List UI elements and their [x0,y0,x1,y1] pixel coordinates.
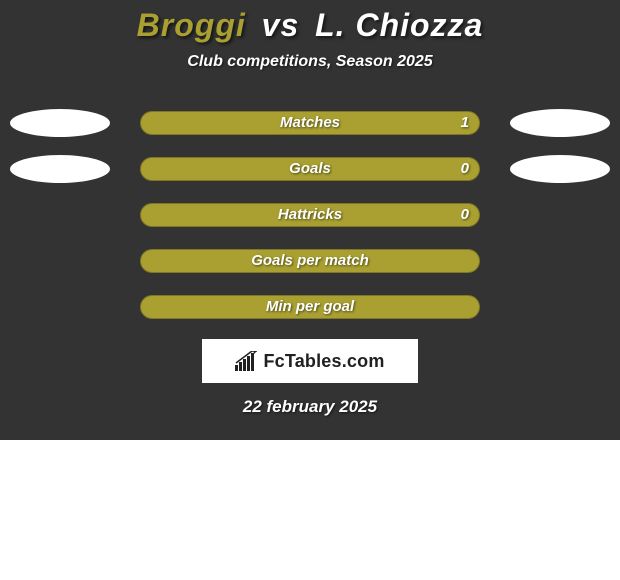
stat-row: Goals per match [0,239,620,285]
player2-ellipse [510,109,610,137]
brand-badge: FcTables.com [202,339,418,383]
brand-text: FcTables.com [263,351,384,372]
player2-ellipse [510,155,610,183]
stat-label: Matches [141,112,479,134]
stat-label: Goals [141,158,479,180]
stat-value: 0 [461,158,469,180]
title-vs: vs [262,7,300,43]
stat-row: Matches1 [0,101,620,147]
player1-ellipse [10,109,110,137]
player2-name: L. Chiozza [315,7,483,43]
player1-ellipse [10,155,110,183]
stat-label: Min per goal [141,296,479,318]
date-text: 22 february 2025 [0,397,620,417]
comparison-title: Broggi vs L. Chiozza [0,8,620,43]
chart-icon [235,351,259,371]
stat-label: Goals per match [141,250,479,272]
stats-rows: Matches1Goals0Hattricks0Goals per matchM… [0,101,620,331]
stat-value: 0 [461,204,469,226]
stat-row: Min per goal [0,285,620,331]
comparison-card: Broggi vs L. Chiozza Club competitions, … [0,0,620,440]
stat-bar: Goals0 [140,157,480,181]
stat-bar: Min per goal [140,295,480,319]
stat-bar: Hattricks0 [140,203,480,227]
subtitle: Club competitions, Season 2025 [0,53,620,71]
stat-bar: Matches1 [140,111,480,135]
stat-row: Goals0 [0,147,620,193]
stat-value: 1 [461,112,469,134]
stat-row: Hattricks0 [0,193,620,239]
player1-name: Broggi [137,7,246,43]
stat-label: Hattricks [141,204,479,226]
stat-bar: Goals per match [140,249,480,273]
